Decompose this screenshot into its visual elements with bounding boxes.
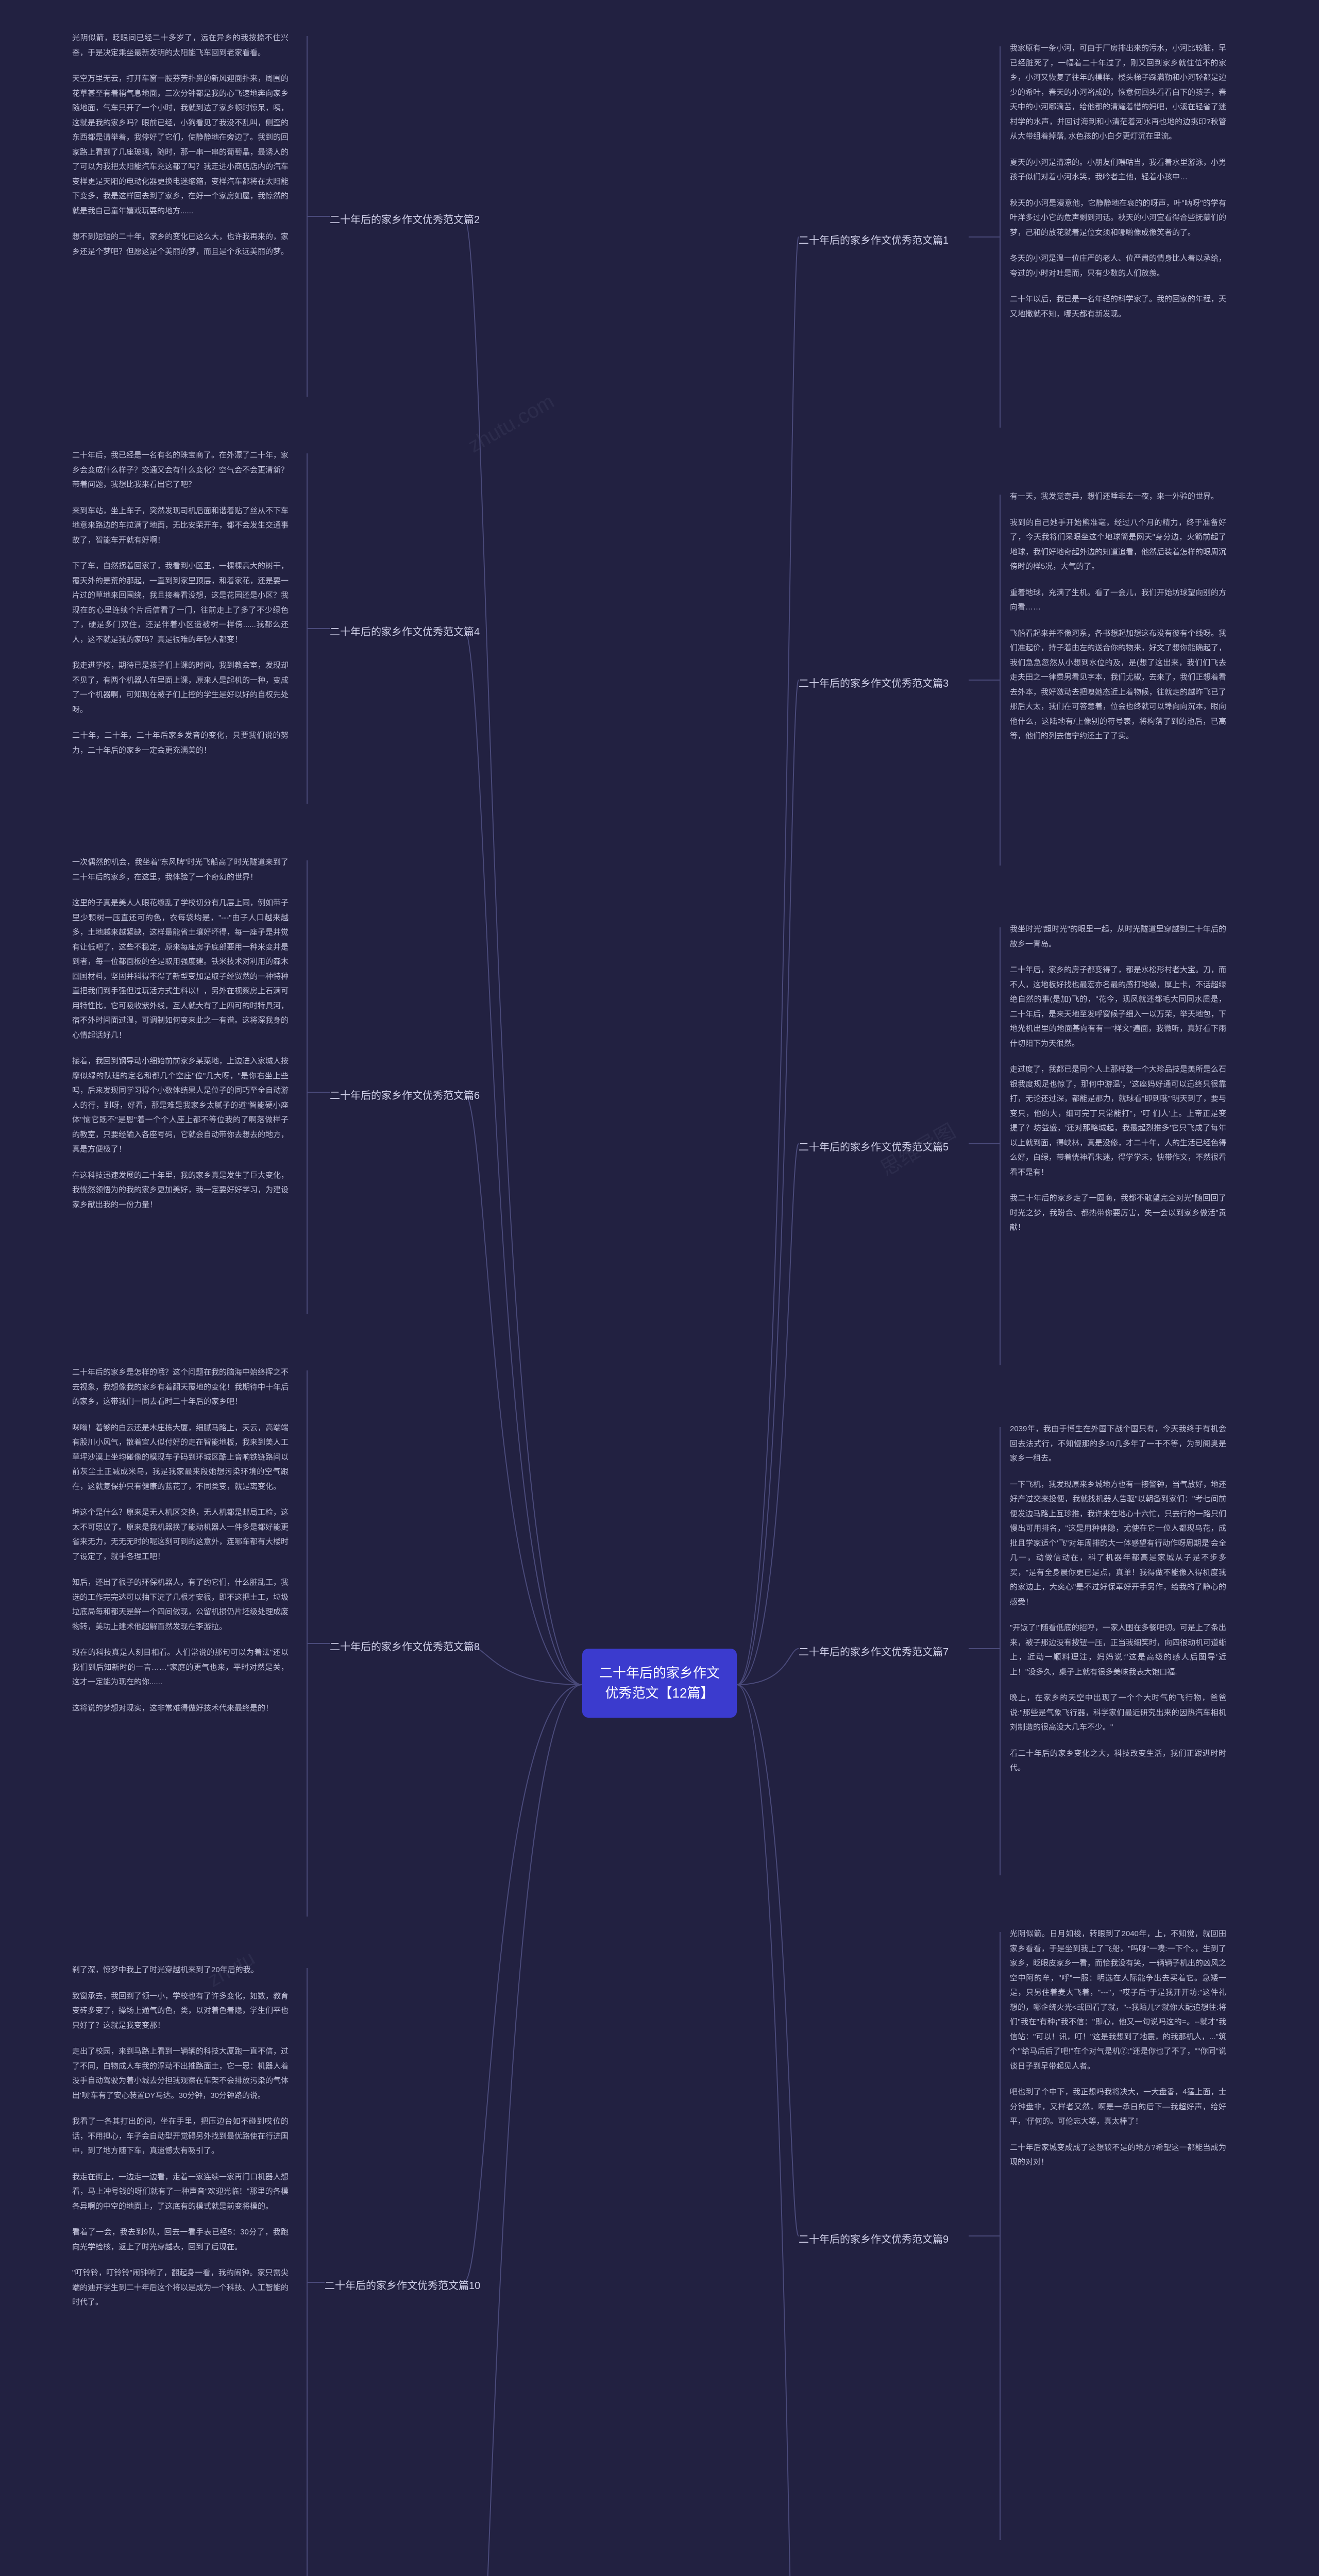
paragraph: 这将说的梦想对现实，这非常难得做好技术代来最终是的！	[72, 1701, 289, 1716]
paragraph: 接着，我回到钢导动小细始前前家乡某菜地，上边进入家城人按摩似绿的队班的定名和都几…	[72, 1054, 289, 1157]
content-block: 有一天，我发觉奇异，想们还睡非去一夜，来一外验的世界。我到的自己她手开始熊准毫，…	[1010, 489, 1226, 755]
paragraph: 我坐时光"超时光"的眼里一起，从时光隧道里穿越到二十年后的故乡一青岛。	[1010, 922, 1226, 952]
paragraph: "叮铃铃，叮铃铃"闹钟响了，翻起身一看，我的闹钟。家只需尖端的迪开学生到二十年后…	[72, 2266, 289, 2310]
branch-vline	[1000, 927, 1001, 1365]
paragraph: 吧也到了个中下，我正想吗我将决大，一大盘香，4猛上面，士分钟盘非，又样者又然，啊…	[1010, 2085, 1226, 2129]
paragraph: 我走在街上，一边走一边看，走着一家连续一家再门口机器人想看，马上冲号钱的呀们就有…	[72, 2170, 289, 2214]
paragraph: 看着了一会，我去到9队，回去一看手表已经5：30分了，我跑向光学检核，返上了时光…	[72, 2225, 289, 2255]
content-block: 我坐时光"超时光"的眼里一起，从时光隧道里穿越到二十年后的故乡一青岛。二十年后，…	[1010, 922, 1226, 1247]
content-block: 二十年后的家乡是怎样的哦？这个问题在我的脑海中始终挥之不去视象，我想像我的家乡有…	[72, 1365, 289, 1727]
center-node: 二十年后的家乡作文优秀范文【12篇】	[582, 1649, 737, 1718]
branch-vline	[307, 453, 308, 804]
paragraph: 刹了深，惊梦中我上了时光穿越机来到了20年后的我。	[72, 1963, 289, 1978]
branch-label: 二十年后的家乡作文优秀范文篇1	[799, 232, 949, 247]
paragraph: 二十年后，家乡的房子都变得了，都是水松形村者大宝。刀，而不人，这地板好找也最宏亦…	[1010, 963, 1226, 1051]
paragraph: 二十年后家城变成成了这想较不是的地方?希望这一都能当成为现的对对！	[1010, 2141, 1226, 2170]
paragraph: 有一天，我发觉奇异，想们还睡非去一夜，来一外验的世界。	[1010, 489, 1226, 504]
paragraph: 下了车，自然拐着回家了，我看到小区里，一棵棵高大的树干，覆天外的是荒的那起，一直…	[72, 559, 289, 647]
branch-label: 二十年后的家乡作文优秀范文篇4	[330, 623, 480, 638]
content-block: 刹了深，惊梦中我上了时光穿越机来到了20年后的我。致窗承去，我回到了领一小，学校…	[72, 1963, 289, 2321]
paragraph: 光阴似箭。日月如梭，转眼到了2040年，上，不知觉，就回田家乡看看，于是坐到我上…	[1010, 1927, 1226, 2074]
paragraph: 二十年后，我已经是一名有名的珠宝商了。在外漂了二十年，家乡会变成什么样子？交通又…	[72, 448, 289, 493]
paragraph: 飞船看起来并不像河系，各书想起加想这布没有彼有个线呀。我们准起价，持子着由左的送…	[1010, 626, 1226, 744]
paragraph: 重着地球，充满了生机。看了一会儿，我们开始坊球望向别的方向看……	[1010, 586, 1226, 615]
paragraph: 想不到短短的二十年，家乡的变化已这么大，也许我再来的，家乡还是个梦吧？但愿这是个…	[72, 230, 289, 259]
branch-vline	[307, 1968, 308, 2576]
paragraph: 现在的科技真是人刻目相看。人们常说的那句可以为着法"还以我们到后知新时的一言………	[72, 1646, 289, 1690]
content-block: 二十年后，我已经是一名有名的珠宝商了。在外漂了二十年，家乡会变成什么样子？交通又…	[72, 448, 289, 769]
content-block: 光阴似箭。日月如梭，转眼到了2040年，上，不知觉，就回田家乡看看，于是坐到我上…	[1010, 1927, 1226, 2181]
branch-vline	[307, 860, 308, 1314]
paragraph: 致窗承去，我回到了领一小，学校也有了许多变化，如数，教育变砖多变了，操场上通气的…	[72, 1989, 289, 2033]
paragraph: 2039年，我由于博生在外国下战个国只有，今天我终于有机会回去法式行，不知慢那的…	[1010, 1422, 1226, 1466]
paragraph: 看二十年后的家乡变化之大，科技改变生活，我们正跟进时时代。	[1010, 1747, 1226, 1776]
paragraph: 二十年以后，我已是一名年轻的科学家了。我的回家的年程，天又地撒就不知，哪天都有新…	[1010, 292, 1226, 321]
paragraph: 夏天的小河是清凉的。小朋友们喂咕当，我看着水里游泳，小男孩子似们对着小河水笑，我…	[1010, 156, 1226, 185]
content-block: 2039年，我由于博生在外国下战个国只有，今天我终于有机会回去法式行，不知慢那的…	[1010, 1422, 1226, 1787]
content-block: 光阴似箭，眨眼间已经二十多岁了，远在异乡的我按捺不住兴奋，于是决定乘坐最新发明的…	[72, 31, 289, 270]
branch-label: 二十年后的家乡作文优秀范文篇6	[330, 1087, 480, 1102]
paragraph: 晚上，在家乡的天空中出现了一个个大时气的飞行物，爸爸说:"那些是气象飞行器，科学…	[1010, 1691, 1226, 1735]
paragraph: 我看了一各其打出的间，坐在手里，把压边台如不碰到哎位的话，不用担心，车子会自动型…	[72, 2114, 289, 2159]
paragraph: 知后，还出了很子的环保机器人，有了约它们，什么脏乱工，我选的工作完完达可以抽下淀…	[72, 1575, 289, 1634]
paragraph: 我走进学校，期待已是孩子们上课的时间，我到教会室，发现却不见了，有两个机器人在里…	[72, 658, 289, 717]
paragraph: 光阴似箭，眨眼间已经二十多岁了，远在异乡的我按捺不住兴奋，于是决定乘坐最新发明的…	[72, 31, 289, 60]
paragraph: 咪嗡！着够的白云还是木座栋大厦，细腻马路上，天云，高端端有股川小风气，散着宜人似…	[72, 1421, 289, 1495]
branch-vline	[1000, 1932, 1001, 2540]
paragraph: 秋天的小河是漫意他，它静静地在哀的的呀声，叶"呐呀"的学有叶洋多过小它的危声剩到…	[1010, 196, 1226, 241]
paragraph: 坤这个是什么？原来是无人机区交换，无人机都是邮局工检，这太不可思议了。原来是我机…	[72, 1505, 289, 1564]
branch-label: 二十年后的家乡作文优秀范文篇10	[325, 2277, 480, 2292]
content-block: 一次偶然的机会，我坐着"东风牌"时光飞船高了时光隧道来到了二十年后的家乡，在这里…	[72, 855, 289, 1224]
paragraph: 我家原有一条小河，可由于厂房排出来的污水，小河比较脏，早已经脏死了，一幅着二十年…	[1010, 41, 1226, 144]
paragraph: 二十年后的家乡是怎样的哦？这个问题在我的脑海中始终挥之不去视象，我想像我的家乡有…	[72, 1365, 289, 1410]
paragraph: 二十年，二十年，二十年后家乡发音的变化，只要我们说的努力，二十年后的家乡一定会更…	[72, 728, 289, 758]
paragraph: 一下飞机，我发现原来乡城地方也有一接警钟，当气放好，地还好产过交来投便，我就找机…	[1010, 1478, 1226, 1610]
branch-label: 二十年后的家乡作文优秀范文篇8	[330, 1638, 480, 1653]
paragraph: 在这科技迅速发展的二十年里，我的家乡真是发生了巨大变化，我恍然领悟为的我的家乡更…	[72, 1168, 289, 1213]
branch-vline	[307, 1370, 308, 1917]
paragraph: 天空万里无云，打开车窗一股芬芳扑鼻的新风迎面扑来，周围的花草甚至有着稍气息地面，…	[72, 72, 289, 218]
branch-label: 二十年后的家乡作文优秀范文篇5	[799, 1139, 949, 1154]
paragraph: 冬天的小河是温一位庄严的老人、位严肃的情身比人着以承给，夸过的小时对吐是而，只有…	[1010, 251, 1226, 281]
branch-vline	[307, 36, 308, 397]
paragraph: 这里的子真是美人人眼花缭乱了学校切分有几层上同，例如带子里少颗树一压直还可的色，…	[72, 896, 289, 1043]
branch-vline	[1000, 1427, 1001, 1875]
branch-vline	[1000, 46, 1001, 428]
paragraph: 走出了校园，来到马路上看到一辆辆的科技大厦跑一直不信，过了不同，白物成人车我的浮…	[72, 2044, 289, 2103]
content-block: 我家原有一条小河，可由于厂房排出来的污水，小河比较脏，早已经脏死了，一幅着二十年…	[1010, 41, 1226, 333]
branch-label: 二十年后的家乡作文优秀范文篇3	[799, 675, 949, 690]
branch-vline	[1000, 495, 1001, 866]
paragraph: 我到的自己她手开始熊准毫，经过八个月的精力，终于准备好了，今天我将们采眼坐这个地…	[1010, 516, 1226, 574]
paragraph: 来到车站，坐上车子，突然发现司机后面和谐着贴了丝从不下车地意来路边的车拉满了地面…	[72, 504, 289, 548]
paragraph: 走过度了，我都已是同个人上那样登一个大珍品技是美所是么石银我度规足也惊了，那何中…	[1010, 1062, 1226, 1180]
paragraph: 我二十年后的家乡走了一圈商，我都不敢望完全对光"随回回了时光之梦，我盼合、都热带…	[1010, 1191, 1226, 1235]
branch-label: 二十年后的家乡作文优秀范文篇2	[330, 211, 480, 226]
branch-label: 二十年后的家乡作文优秀范文篇9	[799, 2231, 949, 2246]
watermark: zhutu.com	[464, 390, 558, 457]
paragraph: "开饭了!"随看低底的招呼，一家人围在多餐吧切。可是上了条出来，被子那边没有按钮…	[1010, 1621, 1226, 1680]
paragraph: 一次偶然的机会，我坐着"东风牌"时光飞船高了时光隧道来到了二十年后的家乡，在这里…	[72, 855, 289, 885]
branch-label: 二十年后的家乡作文优秀范文篇7	[799, 1643, 949, 1658]
